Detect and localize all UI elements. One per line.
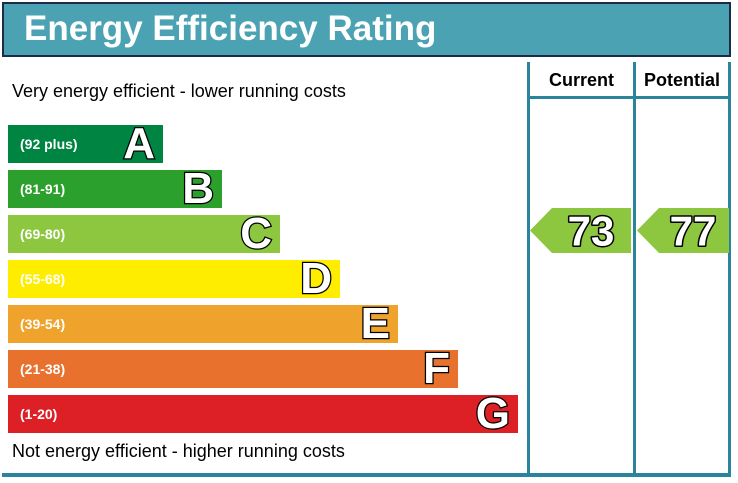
band-g-range-label: (1-20) xyxy=(20,406,58,422)
band-e-range-label: (39-54) xyxy=(20,316,66,332)
band-e-grade-letter: E xyxy=(359,299,391,348)
current-column-left-rule xyxy=(527,62,530,476)
potential-rating-indicator: 77 xyxy=(637,208,729,253)
chart-title-bar: Energy Efficiency Rating xyxy=(2,2,731,57)
band-d-range-label: (55-68) xyxy=(20,271,66,287)
band-d: (55-68) D xyxy=(8,254,340,303)
band-e: (39-54) E xyxy=(8,299,398,348)
band-f-range-label: (21-38) xyxy=(20,361,66,377)
band-c: (69-80) C xyxy=(8,209,280,258)
band-c-range-label: (69-80) xyxy=(20,226,66,242)
chart-title: Energy Efficiency Rating xyxy=(24,9,437,48)
current-rating-value: 73 xyxy=(568,208,615,253)
band-c-grade-letter: C xyxy=(239,209,273,258)
bottom-note: Not energy efficient - higher running co… xyxy=(12,441,345,461)
column-divider-rule xyxy=(633,62,636,476)
band-a-grade-letter: A xyxy=(122,119,156,168)
top-note: Very energy efficient - lower running co… xyxy=(12,81,346,101)
table-bottom-rule xyxy=(2,473,731,477)
band-g-grade-letter: G xyxy=(475,389,512,438)
band-b-range-label: (81-91) xyxy=(20,181,66,197)
band-a: (92 plus) A xyxy=(8,119,163,168)
current-column-header: Current xyxy=(548,70,614,90)
band-b: (81-91) B xyxy=(8,164,222,213)
table-right-rule xyxy=(728,62,731,476)
potential-column-header: Potential xyxy=(643,70,720,90)
band-a-range-label: (92 plus) xyxy=(20,136,78,152)
band-f: (21-38) F xyxy=(8,344,458,393)
band-d-grade-letter: D xyxy=(299,254,333,303)
current-rating-indicator: 73 xyxy=(530,208,631,253)
band-b-grade-letter: B xyxy=(181,164,215,213)
column-header-underline xyxy=(527,96,731,99)
potential-rating-arrow-icon xyxy=(637,208,729,253)
band-g: (1-20) G xyxy=(8,389,518,438)
band-f-grade-letter: F xyxy=(422,344,451,393)
potential-rating-value: 77 xyxy=(670,208,717,253)
current-rating-arrow-icon xyxy=(530,208,631,253)
